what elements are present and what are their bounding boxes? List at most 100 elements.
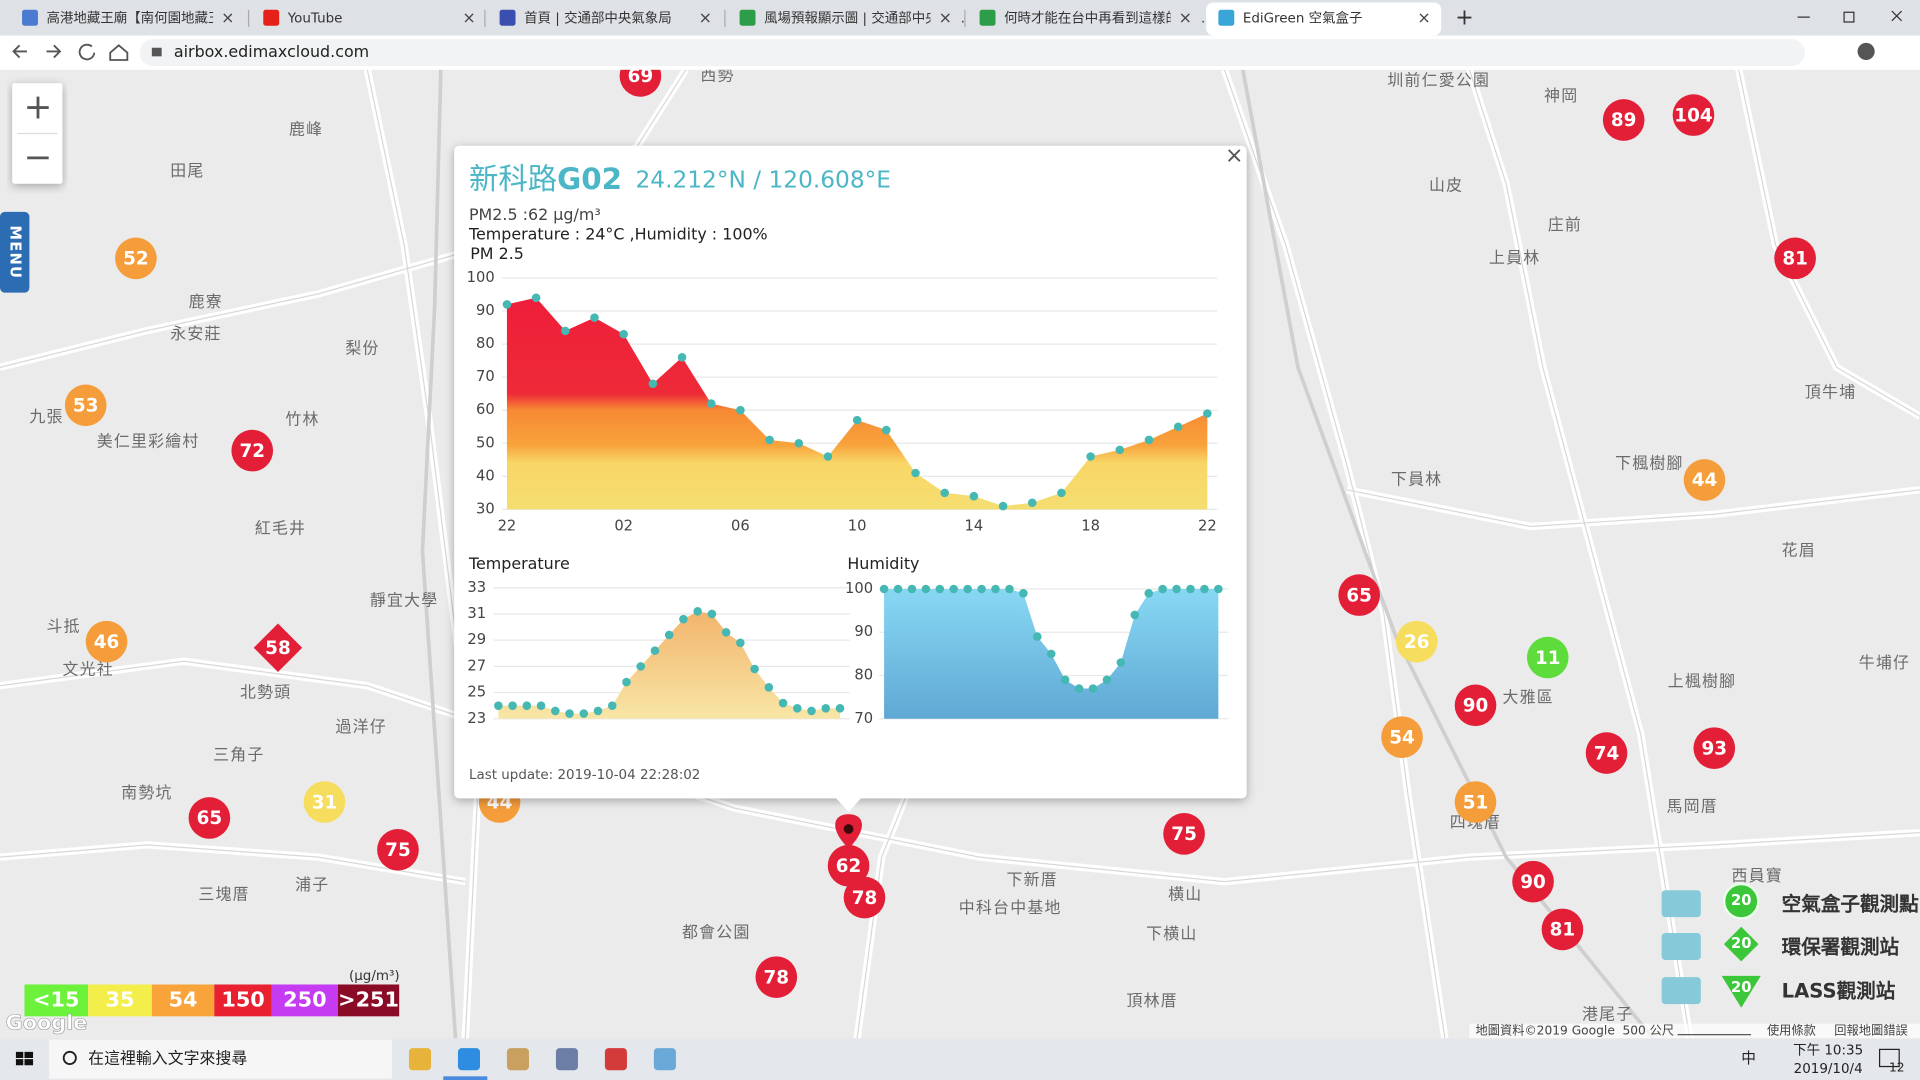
airbox-marker[interactable] <box>188 797 231 839</box>
data-point <box>502 300 512 309</box>
station-icon <box>1661 933 1701 960</box>
data-point <box>1214 584 1223 594</box>
chart-title: PM 2.5 <box>470 244 524 263</box>
data-point <box>1144 435 1154 445</box>
airbox-marker[interactable] <box>1338 574 1380 616</box>
airbox-marker[interactable] <box>1512 860 1554 903</box>
marker-label: 31 <box>312 792 338 813</box>
taskbar-app[interactable] <box>408 1048 432 1071</box>
place-label: 中科台中基地 <box>959 898 1062 917</box>
y-tick-label: 29 <box>467 631 486 648</box>
data-point <box>561 326 570 336</box>
search-placeholder: 在這裡輸入文字來搜尋 <box>88 1049 247 1068</box>
airbox-marker[interactable] <box>1454 684 1497 727</box>
place-label: 鹿峰 <box>289 119 323 138</box>
data-point <box>807 706 816 716</box>
road-edge <box>366 69 479 1039</box>
data-point <box>619 329 628 339</box>
marker-label: 81 <box>1550 920 1576 941</box>
taskbar-app[interactable] <box>555 1048 578 1071</box>
airbox-marker[interactable] <box>64 384 107 427</box>
data-point <box>921 584 931 594</box>
badge <box>1722 882 1760 920</box>
airbox-marker[interactable] <box>1454 781 1497 823</box>
airbox-marker[interactable] <box>303 781 346 823</box>
legend-swatch <box>214 984 272 1017</box>
data-point <box>1057 488 1066 498</box>
place-label: 横山 <box>1168 885 1202 904</box>
badge-label: 20 <box>1731 935 1751 952</box>
report[interactable]: 回報地圖錯誤 <box>1834 1023 1907 1038</box>
airbox-marker[interactable] <box>1672 94 1715 136</box>
airbox-marker[interactable] <box>85 620 128 663</box>
taskbar-app[interactable] <box>457 1048 480 1071</box>
popup-close[interactable]: × <box>1225 144 1243 169</box>
airbox-marker[interactable] <box>1163 813 1205 855</box>
place-label: 鹿寮 <box>189 292 223 311</box>
tab-close[interactable]: × <box>1417 8 1430 27</box>
airbox-marker[interactable] <box>755 956 798 998</box>
airbox-marker[interactable] <box>827 844 870 887</box>
marker-label: 54 <box>1389 727 1415 748</box>
taskbar-app[interactable] <box>506 1048 529 1071</box>
place-label: 斗抵 <box>47 616 81 635</box>
place-label: 都會公園 <box>682 923 751 942</box>
menu-tab[interactable] <box>0 211 30 293</box>
marker-label: 69 <box>628 66 654 87</box>
terms[interactable]: 使用條款 <box>1767 1023 1816 1038</box>
airbox-marker[interactable] <box>1683 459 1726 501</box>
y-tick-label: 80 <box>854 667 873 684</box>
tab-title: EdiGreen 空氣盒子 <box>1243 9 1363 26</box>
tab-close[interactable]: × <box>1179 8 1192 27</box>
popup-arrow <box>835 797 863 812</box>
zoom-out[interactable]: − <box>24 138 53 178</box>
taskbar-app[interactable] <box>604 1048 627 1071</box>
airbox-marker[interactable] <box>1602 99 1645 141</box>
legend-unit: (μg/m³) <box>349 969 400 984</box>
airbox-marker[interactable] <box>1526 636 1569 679</box>
tab-close[interactable]: × <box>939 8 952 27</box>
taskbar-app[interactable] <box>653 1048 676 1071</box>
tab-title: 何時才能在台中再看到這樣的藍... <box>1004 9 1205 26</box>
place-label: 下員林 <box>1391 470 1442 489</box>
scale: 500 公尺 <box>1622 1024 1674 1038</box>
address-bar <box>139 39 1805 67</box>
data-point <box>650 646 660 655</box>
place-label: 西員寶 <box>1731 866 1782 885</box>
marker-label: 44 <box>1692 470 1718 491</box>
tab-icon <box>979 9 996 26</box>
zoom-in[interactable]: + <box>24 87 53 127</box>
place-label: 港尾子 <box>1582 1005 1633 1024</box>
marker-label: 78 <box>852 888 878 909</box>
airbox-marker[interactable] <box>1693 727 1736 769</box>
data-point <box>794 438 804 448</box>
marker-label: 104 <box>1674 105 1712 126</box>
airbox-marker[interactable] <box>115 237 157 280</box>
lock-icon <box>151 47 162 57</box>
marker-label: 90 <box>1520 872 1546 893</box>
last-update: Last update: 2019-10-04 22:28:02 <box>469 768 700 783</box>
menu-label: MENU <box>7 225 24 279</box>
airbox-marker[interactable] <box>1585 732 1628 774</box>
marker-label: 75 <box>385 840 411 861</box>
pin-dot <box>843 824 854 834</box>
chart-title: Temperature <box>468 554 570 573</box>
airbox-marker[interactable] <box>1381 716 1423 758</box>
data-point <box>935 584 945 594</box>
airbox-marker[interactable] <box>1541 908 1584 951</box>
airbox-marker[interactable] <box>1774 237 1816 280</box>
tab-icon <box>1218 9 1235 26</box>
tab-close[interactable]: × <box>221 8 234 27</box>
airbox-marker[interactable] <box>843 876 886 919</box>
search-icon <box>62 1050 77 1065</box>
road-edge <box>1738 69 1920 417</box>
tab[interactable] <box>251 2 486 35</box>
airbox-marker[interactable] <box>1395 620 1438 663</box>
new-tab[interactable]: + <box>1455 5 1473 30</box>
tab-title: 首頁 | 交通部中央氣象局 <box>524 9 672 26</box>
tab-close[interactable]: × <box>462 8 475 27</box>
legend-label: 250 <box>283 987 326 1011</box>
tab-close[interactable]: × <box>699 8 712 27</box>
airbox-marker[interactable] <box>231 429 274 472</box>
airbox-marker[interactable] <box>377 828 419 871</box>
